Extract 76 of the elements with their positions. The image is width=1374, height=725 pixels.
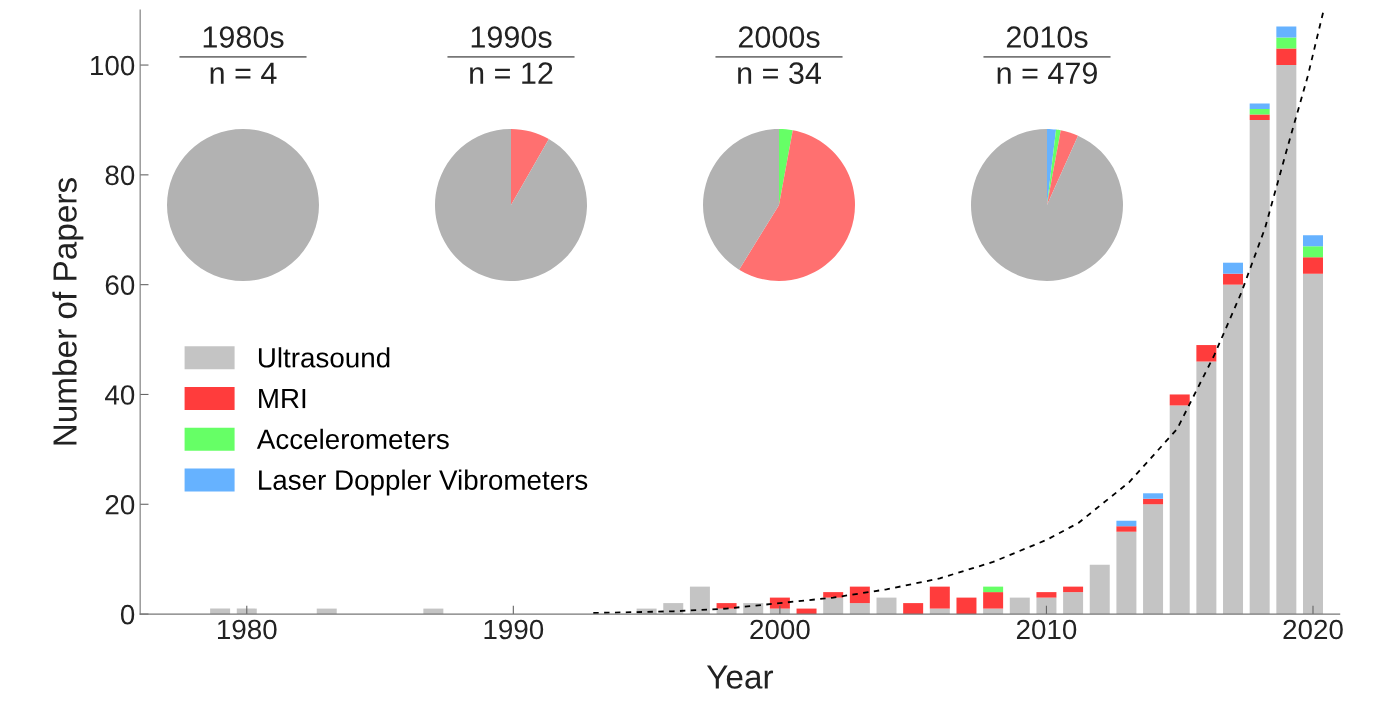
bar (1116, 531, 1137, 615)
bar (1223, 262, 1244, 274)
legend-label: Laser Doppler Vibrometers (259, 469, 588, 496)
pie-slice (1047, 129, 1061, 205)
bar (1089, 564, 1110, 615)
bar (876, 597, 897, 615)
bar (1143, 493, 1164, 499)
bar (1116, 526, 1137, 532)
pie-slice (435, 129, 587, 281)
x-tick-label: 2010 (1016, 619, 1077, 640)
bar (1063, 592, 1084, 615)
bar (1276, 26, 1297, 38)
bar (1143, 498, 1164, 505)
bar (1009, 597, 1030, 615)
chart-subtitle: n = 479 (997, 62, 1097, 84)
bar (689, 586, 710, 615)
chart-subtitle: n = 34 (738, 62, 822, 84)
bar (983, 592, 1004, 609)
pie-slice (739, 130, 855, 281)
bar (1303, 257, 1323, 274)
pie-slice (971, 129, 1123, 281)
bar (849, 586, 870, 604)
bar (1143, 504, 1164, 615)
bar (849, 603, 870, 615)
y-tick-label: 40 (105, 385, 135, 405)
bar (1196, 361, 1217, 615)
x-tick-label: 2000 (750, 619, 810, 640)
x-tick-label: 1990 (484, 619, 544, 640)
bar (1116, 520, 1137, 527)
legend-label: Ultrasound (258, 347, 390, 368)
bar (1276, 65, 1297, 615)
bar (1249, 108, 1270, 115)
bar (1303, 235, 1323, 247)
y-tick-label: 80 (105, 165, 135, 186)
x-tick-label: 2020 (1283, 619, 1343, 640)
pie-slice (1047, 130, 1079, 205)
bar (1249, 114, 1270, 120)
legend-label: Accelerometers (256, 428, 449, 450)
y-tick-label: 60 (105, 275, 135, 295)
y-axis-title: Number of Papers (52, 178, 84, 445)
bar (1063, 586, 1084, 593)
bar (1276, 48, 1297, 66)
chart-subtitle: n = 12 (470, 62, 553, 84)
pie-slice (703, 129, 779, 270)
chart-subtitle: n = 4 (210, 62, 277, 84)
y-tick-label: 0 (120, 604, 135, 625)
bar (1036, 592, 1057, 598)
bar (1303, 246, 1323, 258)
legend-label: MRI (259, 389, 306, 409)
bar (1169, 394, 1190, 406)
chart-title: 1990s (471, 26, 552, 48)
bar (1303, 273, 1323, 615)
chart-title: 1980s (203, 26, 284, 48)
bar (1249, 119, 1270, 615)
y-tick-label: 20 (105, 494, 135, 515)
bar (1169, 405, 1190, 615)
chart-title: 2010s (1006, 26, 1088, 48)
pie-slice (779, 129, 793, 205)
bar (1276, 37, 1297, 49)
bar (1036, 597, 1057, 615)
chart-title: 2000s (738, 26, 820, 48)
bar (1223, 284, 1244, 615)
bar (956, 597, 977, 615)
line-series (592, 10, 1325, 614)
bar (903, 603, 924, 615)
bar (769, 597, 790, 609)
x-axis-title: Year (706, 665, 774, 689)
bar (823, 592, 844, 598)
x-tick-label: 1980 (217, 619, 277, 640)
bar (1249, 103, 1270, 109)
y-tick-label: 100 (91, 55, 135, 76)
bar (1196, 345, 1217, 362)
pie-slice (511, 129, 549, 205)
bar (983, 586, 1004, 593)
bar (929, 586, 950, 609)
bar (1223, 273, 1244, 285)
